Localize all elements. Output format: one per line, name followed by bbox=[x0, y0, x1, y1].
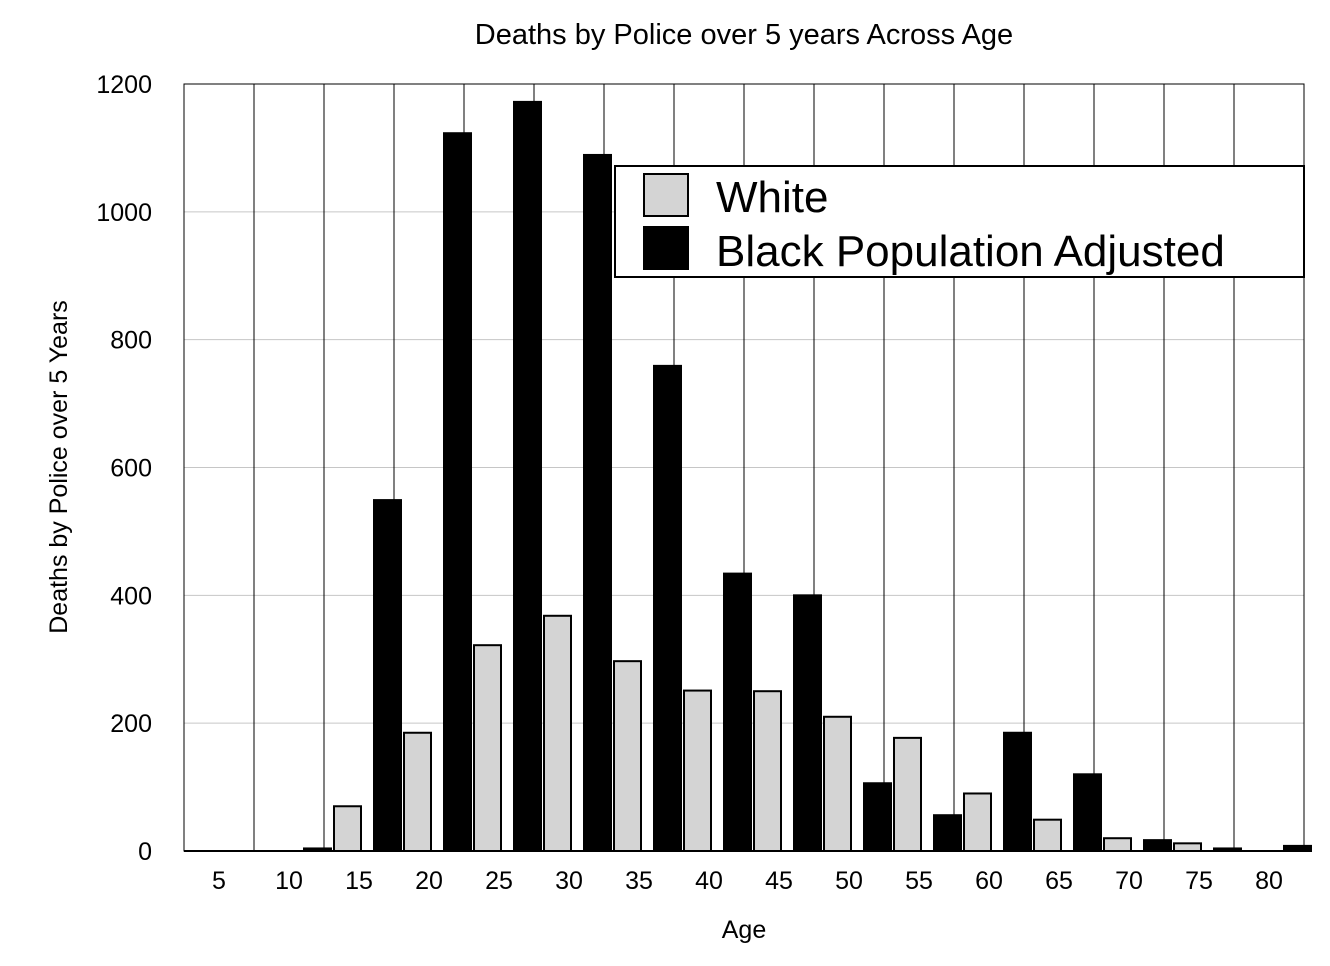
bar-black-35 bbox=[653, 364, 682, 852]
bar-white-45 bbox=[753, 690, 782, 852]
bar-black-15 bbox=[373, 499, 402, 852]
bar-white-20 bbox=[403, 731, 432, 852]
y-tick-labels: 0 200 400 600 800 1000 1200 bbox=[96, 71, 152, 866]
bar-black-55 bbox=[933, 814, 962, 852]
x-tick-labels: 5 10 15 20 25 30 35 40 45 50 55 60 65 70 75 80 bbox=[212, 867, 1283, 895]
bar-black-60 bbox=[1003, 731, 1032, 852]
x-tick-label: 30 bbox=[555, 867, 583, 895]
bar-black-20 bbox=[443, 132, 472, 853]
bar-black-45 bbox=[793, 594, 822, 852]
y-tick-label: 200 bbox=[110, 710, 152, 738]
legend-swatch-black bbox=[643, 226, 689, 270]
bar-white-55 bbox=[893, 736, 922, 852]
y-tick-label: 800 bbox=[110, 327, 152, 355]
bar-black-50 bbox=[863, 782, 892, 853]
bar-black-30 bbox=[583, 153, 612, 852]
bar-black-65 bbox=[1073, 773, 1102, 852]
chart-title: Deaths by Police over 5 years Across Age bbox=[475, 19, 1013, 51]
y-tick-label: 0 bbox=[138, 838, 152, 866]
bar-white-75 bbox=[1173, 842, 1202, 853]
x-tick-label: 75 bbox=[1185, 867, 1213, 895]
bar-white-65 bbox=[1033, 818, 1062, 853]
y-tick-label: 1200 bbox=[96, 71, 152, 99]
x-tick-label: 5 bbox=[212, 867, 226, 895]
bar-white-15 bbox=[333, 805, 362, 853]
legend-label-black: Black Population Adjusted bbox=[716, 227, 1225, 276]
bar-black-25 bbox=[513, 100, 542, 852]
x-tick-label: 80 bbox=[1255, 867, 1283, 895]
bars bbox=[303, 100, 1312, 853]
legend-swatch-white bbox=[643, 173, 689, 217]
x-tick-label: 40 bbox=[695, 867, 723, 895]
x-tick-label: 55 bbox=[905, 867, 933, 895]
x-tick-label: 10 bbox=[275, 867, 303, 895]
x-tick-label: 60 bbox=[975, 867, 1003, 895]
bar-white-70 bbox=[1103, 837, 1132, 853]
y-tick-label: 600 bbox=[110, 455, 152, 483]
x-tick-label: 70 bbox=[1115, 867, 1143, 895]
legend-label-white: White bbox=[716, 173, 828, 222]
x-tick-label: 20 bbox=[415, 867, 443, 895]
y-axis-label: Deaths by Police over 5 Years bbox=[45, 300, 73, 634]
bar-black-40 bbox=[723, 572, 752, 853]
y-tick-label: 1000 bbox=[96, 199, 152, 227]
legend-box bbox=[614, 165, 1305, 278]
y-tick-label: 400 bbox=[110, 582, 152, 610]
bar-white-50 bbox=[823, 715, 852, 853]
bar-white-35 bbox=[613, 660, 642, 852]
x-tick-label: 15 bbox=[345, 867, 373, 895]
x-tick-label: 35 bbox=[625, 867, 653, 895]
bar-white-25 bbox=[473, 644, 502, 853]
x-tick-label: 45 bbox=[765, 867, 793, 895]
x-axis-label: Age bbox=[722, 916, 766, 944]
bar-white-40 bbox=[683, 689, 712, 852]
bar-black-70 bbox=[1143, 839, 1172, 852]
bar-white-30 bbox=[543, 614, 572, 853]
x-tick-label: 25 bbox=[485, 867, 513, 895]
x-tick-label: 50 bbox=[835, 867, 863, 895]
x-tick-label: 65 bbox=[1045, 867, 1073, 895]
bar-white-60 bbox=[963, 792, 992, 852]
legend: White Black Population Adjusted bbox=[614, 165, 1305, 278]
